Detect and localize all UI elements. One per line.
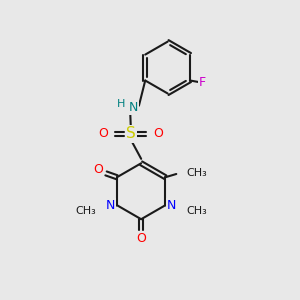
Text: N: N: [167, 199, 177, 212]
Text: CH₃: CH₃: [76, 206, 96, 215]
Text: CH₃: CH₃: [186, 206, 207, 215]
Text: O: O: [98, 127, 108, 140]
Text: F: F: [199, 76, 206, 89]
Text: O: O: [153, 127, 163, 140]
Text: O: O: [93, 163, 103, 176]
Text: O: O: [136, 232, 146, 245]
Text: H: H: [117, 99, 125, 109]
Text: S: S: [126, 126, 136, 141]
Text: N: N: [129, 101, 138, 114]
Text: N: N: [106, 199, 115, 212]
Text: CH₃: CH₃: [186, 168, 207, 178]
